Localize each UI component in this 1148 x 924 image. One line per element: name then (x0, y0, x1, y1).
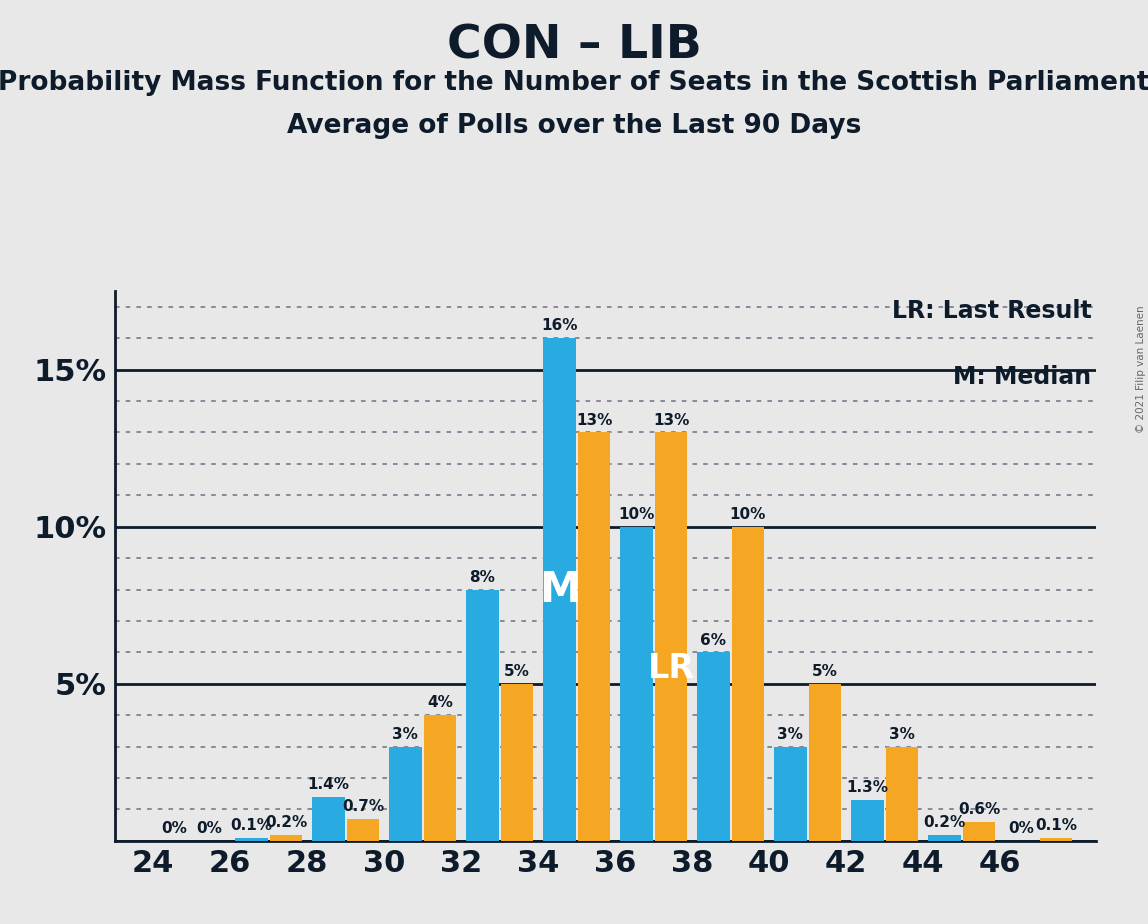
Bar (731, 527, 765, 841)
Bar (697, 652, 730, 841)
Text: 5%: 5% (812, 664, 838, 679)
Text: M: Median: M: Median (953, 365, 1092, 389)
Text: 5%: 5% (504, 664, 530, 679)
Text: LR: Last Result: LR: Last Result (892, 299, 1092, 323)
Text: 13%: 13% (576, 413, 612, 428)
Bar (543, 338, 576, 841)
Bar (501, 684, 534, 841)
Bar (962, 822, 995, 841)
Text: 1.3%: 1.3% (846, 780, 889, 796)
Text: 0%: 0% (1008, 821, 1034, 836)
Text: 0.2%: 0.2% (265, 815, 308, 830)
Text: Average of Polls over the Last 90 Days: Average of Polls over the Last 90 Days (287, 113, 861, 139)
Text: 0.1%: 0.1% (231, 818, 272, 833)
Text: 3%: 3% (777, 727, 804, 742)
Text: 0.7%: 0.7% (342, 799, 385, 814)
Text: M: M (538, 568, 580, 611)
Text: 1.4%: 1.4% (308, 777, 349, 792)
Text: Probability Mass Function for the Number of Seats in the Scottish Parliament: Probability Mass Function for the Number… (0, 70, 1148, 96)
Text: 0%: 0% (196, 821, 222, 836)
Text: 0%: 0% (162, 821, 187, 836)
Bar (235, 838, 267, 841)
Bar (347, 819, 380, 841)
Text: 13%: 13% (653, 413, 689, 428)
Text: 4%: 4% (427, 696, 453, 711)
Text: 10%: 10% (618, 507, 654, 522)
Bar (928, 834, 961, 841)
Bar (270, 834, 302, 841)
Text: 6%: 6% (700, 633, 727, 648)
Text: 10%: 10% (730, 507, 766, 522)
Text: 0.1%: 0.1% (1035, 818, 1077, 833)
Text: 16%: 16% (541, 319, 577, 334)
Bar (312, 796, 344, 841)
Bar (389, 747, 421, 841)
Text: © 2021 Filip van Laenen: © 2021 Filip van Laenen (1137, 306, 1146, 433)
Text: CON – LIB: CON – LIB (447, 23, 701, 68)
Bar (620, 527, 653, 841)
Bar (808, 684, 841, 841)
Text: 3%: 3% (393, 727, 418, 742)
Bar (885, 747, 918, 841)
Bar (577, 432, 611, 841)
Text: 8%: 8% (470, 570, 495, 585)
Text: 0.6%: 0.6% (957, 802, 1000, 818)
Bar (851, 800, 884, 841)
Text: 0.2%: 0.2% (923, 815, 965, 830)
Text: LR: LR (647, 651, 695, 685)
Bar (466, 590, 498, 841)
Bar (654, 432, 688, 841)
Text: 3%: 3% (889, 727, 915, 742)
Bar (1040, 838, 1072, 841)
Bar (424, 715, 457, 841)
Bar (774, 747, 807, 841)
